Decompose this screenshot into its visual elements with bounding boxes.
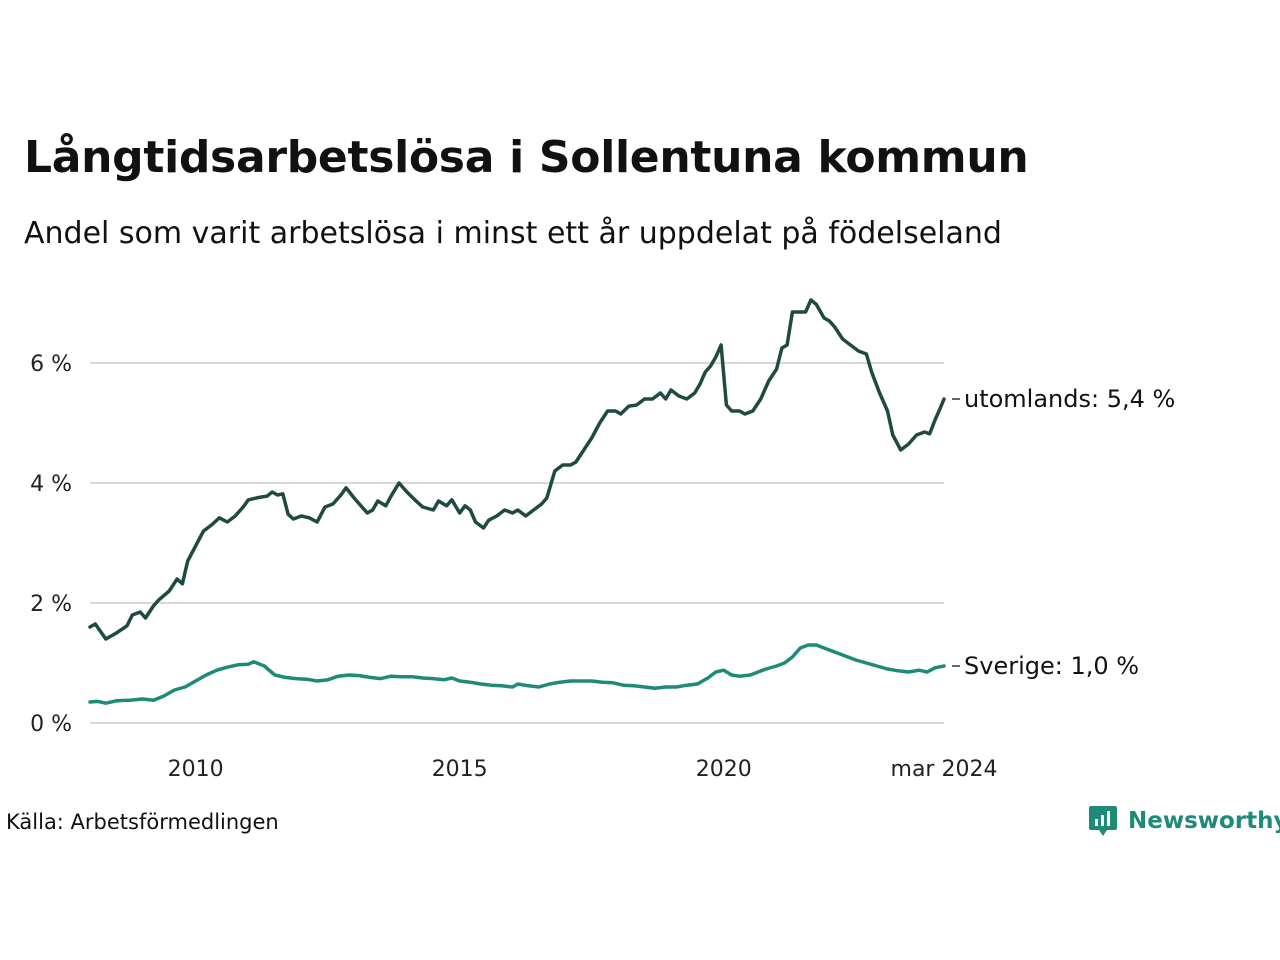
brand-name: Newsworthy [1128, 808, 1280, 834]
series-line-sverige [88, 643, 946, 705]
x-tick-label: 2015 [432, 757, 488, 782]
series-lines [88, 298, 946, 705]
x-tick-label: mar 2024 [891, 757, 998, 782]
series-end-label: Sverige: 1,0 % [964, 652, 1139, 680]
y-axis-ticks: 0 % 2 % 4 % 6 % [30, 352, 72, 737]
y-tick-label: 6 % [30, 352, 72, 377]
series-end-label: utomlands: 5,4 % [964, 385, 1175, 413]
line-chart: 0 % 2 % 4 % 6 % 2010 2015 2020 mar 2024 utomla… [30, 298, 1175, 782]
brand-logo[interactable]: Newsworthy [1088, 804, 1280, 838]
y-tick-label: 2 % [30, 592, 72, 617]
x-tick-label: 2010 [168, 757, 224, 782]
y-tick-label: 0 % [30, 712, 72, 737]
chart-title: Långtidsarbetslösa i Sollentuna kommun [24, 132, 1029, 183]
chart-subtitle: Andel som varit arbetslösa i minst ett å… [24, 216, 1002, 251]
series-end-labels: utomlands: 5,4 % Sverige: 1,0 % [952, 385, 1175, 680]
x-axis-ticks: 2010 2015 2020 mar 2024 [168, 757, 998, 782]
source-note: Källa: Arbetsförmedlingen [6, 810, 279, 834]
series-line-utomlands [88, 298, 946, 641]
gridlines [90, 362, 944, 724]
x-tick-label: 2020 [696, 757, 752, 782]
y-tick-label: 4 % [30, 472, 72, 497]
newsworthy-logo-icon [1089, 806, 1117, 836]
